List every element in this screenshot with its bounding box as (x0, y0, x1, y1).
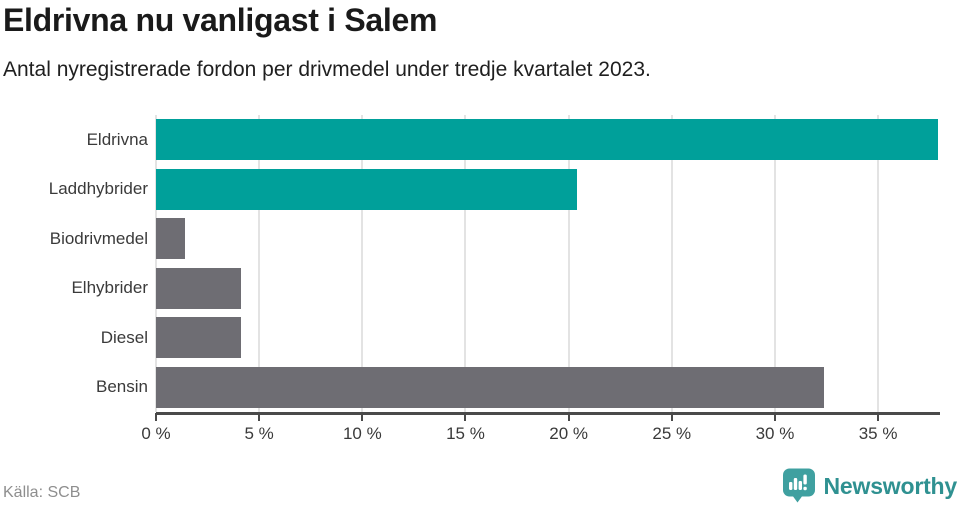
bar (156, 366, 825, 408)
bar-track (156, 267, 940, 309)
bar-track (156, 218, 940, 260)
bar-track (156, 317, 940, 359)
gridline (155, 115, 157, 412)
x-tick-label: 25 % (652, 424, 692, 443)
chart-row: Laddhybrider (0, 165, 940, 215)
chart-row: Biodrivmedel (0, 214, 940, 264)
bar (156, 168, 577, 210)
tick-mark (877, 413, 880, 421)
gridline (877, 115, 880, 412)
newsworthy-logo[interactable]: Newsworthy (782, 468, 957, 503)
tick-mark (361, 413, 364, 421)
gridline (773, 115, 776, 412)
x-tick-label: 35 % (858, 424, 898, 443)
x-axis-tick-labels: 0 % 5 % 10 % 15 % 20 % 25 % 30 % 35 % (141, 424, 940, 444)
page-title: Eldrivna nu vanligast i Salem (3, 2, 438, 38)
category-label: Biodrivmedel (49, 228, 148, 248)
gridline (258, 115, 261, 412)
gridline (361, 115, 364, 412)
category-label: Eldrivna (86, 129, 148, 149)
newsworthy-wordmark: Newsworthy (823, 472, 958, 499)
bar-track (156, 119, 940, 161)
chart-row: Elhybrider (0, 264, 940, 314)
x-axis-ticks (155, 413, 940, 422)
tick-mark (464, 413, 467, 421)
chart-subtitle: Antal nyregistrerade fordon per drivmede… (3, 58, 651, 81)
bar-track (156, 366, 940, 408)
category-label: Diesel (100, 327, 148, 347)
source-credit: Källa: SCB (3, 484, 81, 501)
bar (156, 119, 938, 161)
chart-row: Bensin (0, 363, 940, 413)
bar (156, 267, 241, 309)
bar-track (156, 168, 940, 210)
chart-row: Eldrivna (0, 115, 940, 165)
x-tick-label: 5 % (244, 424, 274, 443)
gridline (567, 115, 570, 412)
tick-mark (567, 413, 570, 421)
bar (156, 218, 185, 260)
x-tick-label: 0 % (141, 424, 171, 443)
gridline (464, 115, 467, 412)
category-label: Bensin (96, 377, 148, 397)
tick-mark (258, 413, 261, 421)
chart-row: Diesel (0, 313, 940, 363)
x-tick-label: 10 % (342, 424, 382, 443)
bar-rows: Eldrivna Laddhybrider Biodrivmedel Elhybrid… (0, 115, 940, 412)
category-label: Laddhybrider (48, 179, 148, 199)
x-axis-line (156, 412, 940, 415)
tick-mark (670, 413, 673, 421)
tick-mark (155, 413, 157, 421)
gridline (670, 115, 673, 412)
bar (156, 317, 241, 359)
x-tick-label: 30 % (755, 424, 795, 443)
x-tick-label: 20 % (549, 424, 588, 443)
tick-mark (773, 413, 776, 421)
x-tick-label: 15 % (446, 424, 485, 443)
newsworthy-bar-chart-bubble-icon (782, 468, 815, 503)
gridlines (155, 115, 940, 412)
category-label: Elhybrider (71, 278, 148, 298)
